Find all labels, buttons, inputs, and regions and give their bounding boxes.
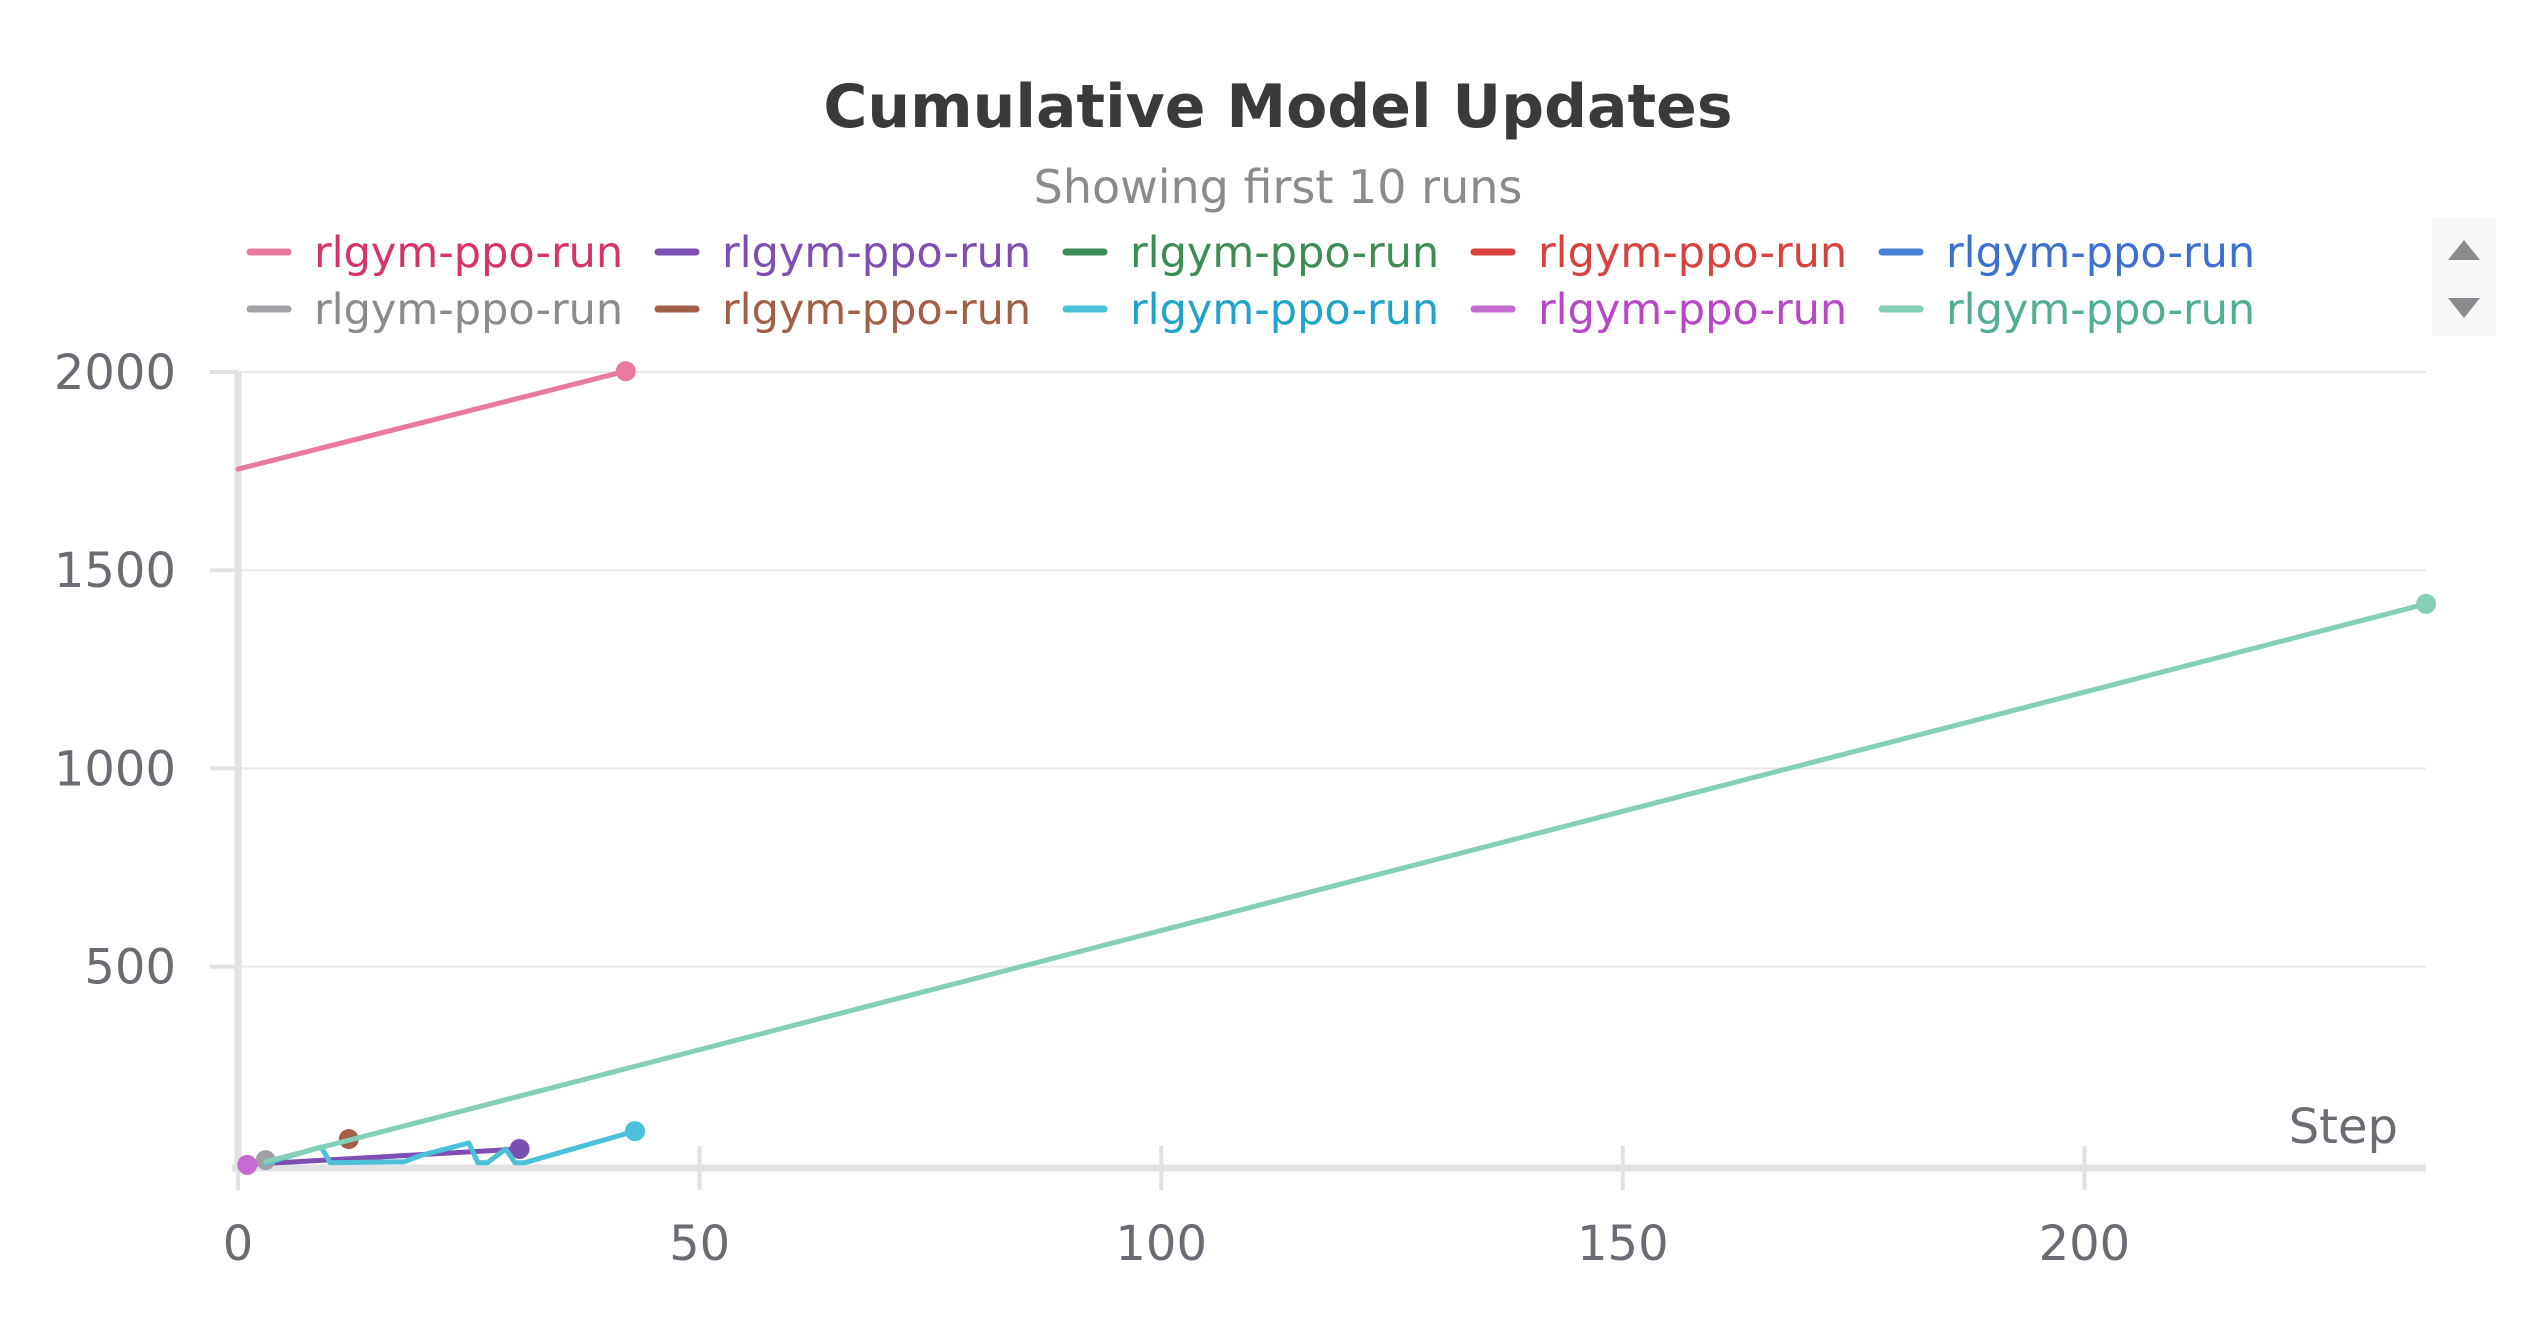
- legend: rlgym-ppo-run rlgym-ppo-run rlgym-ppo-run r…: [246, 228, 2255, 335]
- series-line: [263, 1128, 638, 1166]
- triangle-down-icon[interactable]: [2448, 298, 2480, 318]
- legend-label: rlgym-ppo-run: [722, 285, 1031, 335]
- x-tick-label: 0: [223, 1216, 254, 1272]
- legend-item[interactable]: rlgym-ppo-run: [1878, 285, 2255, 335]
- triangle-up-icon[interactable]: [2448, 240, 2480, 260]
- legend-label: rlgym-ppo-run: [1946, 285, 2255, 335]
- y-tick-label: 2000: [54, 345, 176, 401]
- legend-item[interactable]: rlgym-ppo-run: [654, 285, 1031, 335]
- series-end-point: [615, 361, 636, 382]
- grid: [238, 371, 2426, 968]
- series-end-point: [509, 1138, 530, 1159]
- chart-subtitle: Showing first 10 runs: [1034, 160, 1523, 214]
- series-end-point: [624, 1121, 645, 1142]
- y-tick-label: 1500: [54, 543, 176, 599]
- legend-label: rlgym-ppo-run: [314, 228, 623, 278]
- legend-item[interactable]: rlgym-ppo-run: [654, 228, 1031, 278]
- x-tick-label: 50: [669, 1216, 730, 1272]
- series-layer: [235, 361, 2436, 1175]
- chart-title: Cumulative Model Updates: [823, 72, 1732, 142]
- legend-scroll: [2432, 218, 2496, 336]
- series-line: [235, 368, 629, 472]
- series-line: [254, 1146, 523, 1167]
- series-line: [263, 601, 2429, 1165]
- legend-label: rlgym-ppo-run: [722, 228, 1031, 278]
- legend-item[interactable]: rlgym-ppo-run: [1062, 228, 1439, 278]
- x-tick-label: 150: [1577, 1216, 1669, 1272]
- series-end-point: [237, 1154, 258, 1175]
- legend-item[interactable]: rlgym-ppo-run: [1470, 285, 1847, 335]
- series-end-point: [2416, 593, 2436, 614]
- legend-item[interactable]: rlgym-ppo-run: [246, 228, 623, 278]
- legend-label: rlgym-ppo-run: [1130, 285, 1439, 335]
- legend-item[interactable]: rlgym-ppo-run: [1062, 285, 1439, 335]
- x-tick-label: 200: [2039, 1216, 2131, 1272]
- legend-item[interactable]: rlgym-ppo-run: [246, 285, 623, 335]
- x-tick-label: 100: [1115, 1216, 1207, 1272]
- x-axis-label: Step: [2289, 1099, 2398, 1155]
- legend-label: rlgym-ppo-run: [1130, 228, 1439, 278]
- y-tick-label: 1000: [54, 741, 176, 797]
- axes: 500 1000 1500 2000 0 50 100 150 200: [54, 345, 2426, 1272]
- legend-scroll-track: [2432, 218, 2496, 336]
- legend-label: rlgym-ppo-run: [1946, 228, 2255, 278]
- legend-item[interactable]: rlgym-ppo-run: [1878, 228, 2255, 278]
- legend-label: rlgym-ppo-run: [314, 285, 623, 335]
- legend-label: rlgym-ppo-run: [1538, 285, 1847, 335]
- y-tick-label: 500: [84, 940, 176, 996]
- legend-label: rlgym-ppo-run: [1538, 228, 1847, 278]
- legend-item[interactable]: rlgym-ppo-run: [1470, 228, 1847, 278]
